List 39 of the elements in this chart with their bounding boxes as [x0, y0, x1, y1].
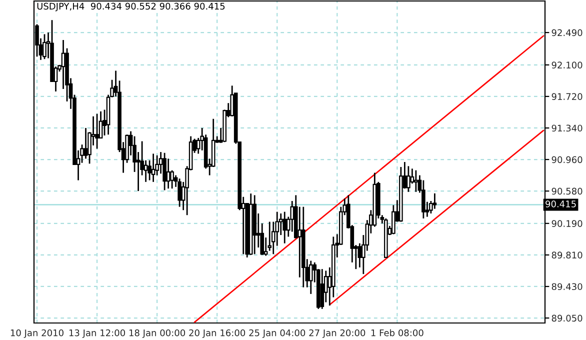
candlestick	[432, 192, 437, 210]
candlestick	[95, 113, 99, 150]
candlestick	[414, 170, 418, 193]
candlestick	[151, 153, 156, 183]
candlestick	[166, 158, 170, 190]
candlestick	[42, 34, 46, 60]
candlestick	[320, 268, 324, 310]
x-tick-label: 13 Jan 12:00	[69, 329, 126, 338]
candlestick	[170, 170, 174, 190]
candlestick	[178, 178, 182, 208]
candlestick	[308, 260, 313, 295]
y-tick-label: 89.430	[552, 283, 582, 290]
y-tick-label: 91.720	[552, 93, 582, 100]
x-tick-label: 20 Jan 16:00	[189, 329, 246, 338]
y-tick-label: 90.580	[552, 188, 582, 195]
candlestick	[264, 236, 268, 256]
x-tick-label: 1 Feb 08:00	[371, 329, 424, 336]
candlestick	[298, 206, 302, 278]
ref-line-label: 90.415	[546, 200, 576, 208]
y-tick-label: 91.340	[552, 124, 582, 132]
y-tick-label: 92.490	[552, 29, 582, 36]
candlestick	[162, 152, 166, 191]
candlestick	[392, 204, 396, 235]
chart-title: USDJPY,H4 90.434 90.552 90.366 90.415	[37, 2, 225, 12]
y-tick-label: 89.810	[552, 252, 582, 259]
x-tick-label: 27 Jan 20:00	[309, 329, 366, 338]
candlestick	[61, 39, 66, 90]
candlestick	[84, 127, 88, 160]
candlestick	[358, 242, 362, 268]
x-tick-label: 18 Jan 00:00	[129, 329, 186, 338]
x-tick-label: 10 Jan 2010	[10, 329, 64, 338]
y-tick-label: 89.050	[552, 314, 582, 322]
candlestick	[406, 165, 410, 193]
candlestick	[422, 180, 426, 220]
y-tick-label: 92.100	[552, 62, 582, 68]
candlestick	[282, 211, 287, 244]
y-tick-label: 90.190	[552, 220, 582, 227]
y-tick-label: 90.960	[552, 156, 582, 164]
x-tick-label: 25 Jan 04:00	[249, 329, 306, 338]
